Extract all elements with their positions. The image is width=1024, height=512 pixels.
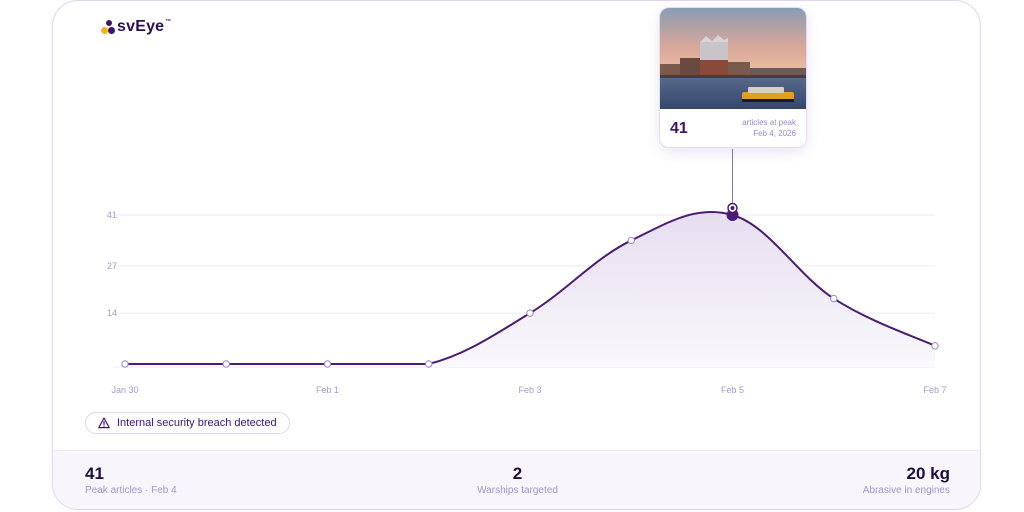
tooltip-date: Feb 4, 2026 (753, 129, 796, 138)
peak-marker-dot (730, 206, 735, 210)
y-tick-label: 14 (107, 308, 117, 318)
brand-name: svEye (117, 18, 165, 35)
data-point (222, 360, 230, 368)
data-point (425, 360, 433, 368)
stat-value: 20 kg (906, 464, 950, 483)
stat-abrasive: 20 kg Abrasive in engines (863, 464, 950, 496)
stat-warships-targeted: 2 Warships targeted (53, 464, 980, 496)
alert-text: Internal security breach detected (117, 417, 277, 429)
warning-triangle-icon (98, 417, 110, 429)
y-tick-label: 27 (107, 261, 117, 271)
stat-label: Peak articles · Feb 4 (85, 485, 177, 496)
stat-label: Warships targeted (477, 485, 558, 496)
data-point (526, 309, 534, 317)
data-point (121, 360, 129, 368)
x-tick-label: Feb 5 (721, 385, 744, 395)
stat-value: 2 (512, 464, 523, 483)
y-tick-label: 41 (107, 210, 117, 220)
tooltip-label: articles at peak (742, 118, 796, 127)
brand-logo[interactable]: svEye ™ (101, 18, 171, 36)
area-fill (125, 211, 935, 367)
x-tick-label: Feb 7 (923, 385, 946, 395)
data-point (323, 360, 332, 368)
security-alert-badge[interactable]: Internal security breach detected (85, 412, 290, 434)
data-point (931, 342, 939, 350)
x-tick-label: Feb 1 (316, 385, 339, 395)
x-tick-label: Feb 3 (518, 385, 541, 395)
x-tick-label: Jan 30 (111, 385, 138, 395)
logo-icon (101, 20, 115, 36)
stat-value: 41 (85, 464, 104, 483)
harbor-photo (660, 8, 806, 109)
stats-footer: 41 Peak articles · Feb 4 2 Warships targ… (53, 450, 980, 509)
dashboard-card: svEye ™ 14 27 41 Jan 30 Feb 1 Feb 3 Feb 5 Feb 7 (52, 0, 981, 510)
stat-label: Abrasive in engines (862, 485, 950, 496)
stat-peak-articles: 41 Peak articles · Feb 4 (85, 464, 177, 496)
tooltip-value: 41 (670, 120, 688, 137)
peak-tooltip: 41 articles at peak Feb 4, 2026 (659, 7, 807, 148)
data-point (830, 294, 838, 303)
articles-area-chart: 14 27 41 Jan 30 Feb 1 Feb 3 Feb 5 Feb 7 (107, 149, 947, 395)
data-point (627, 236, 635, 245)
brand-trademark: ™ (165, 19, 172, 25)
